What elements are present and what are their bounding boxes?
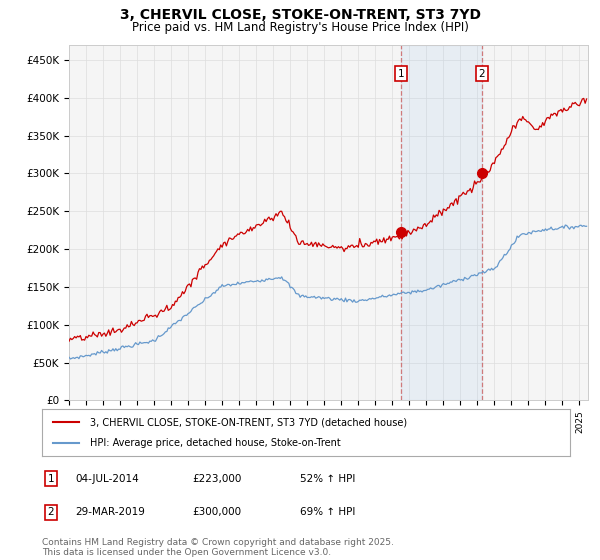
Text: 2: 2 (478, 68, 485, 78)
Text: 3, CHERVIL CLOSE, STOKE-ON-TRENT, ST3 7YD: 3, CHERVIL CLOSE, STOKE-ON-TRENT, ST3 7Y… (119, 8, 481, 22)
Bar (401, 45, 482, 400)
Text: 3, CHERVIL CLOSE, STOKE-ON-TRENT, ST3 7YD (detached house): 3, CHERVIL CLOSE, STOKE-ON-TRENT, ST3 7Y… (89, 417, 407, 427)
Text: 04-JUL-2014: 04-JUL-2014 (75, 474, 139, 484)
Text: Contains HM Land Registry data © Crown copyright and database right 2025.
This d: Contains HM Land Registry data © Crown c… (42, 538, 394, 557)
Text: 1: 1 (398, 68, 404, 78)
Text: £300,000: £300,000 (192, 507, 241, 517)
Text: 1: 1 (47, 474, 55, 484)
Text: 29-MAR-2019: 29-MAR-2019 (75, 507, 145, 517)
Text: 52% ↑ HPI: 52% ↑ HPI (300, 474, 355, 484)
Text: HPI: Average price, detached house, Stoke-on-Trent: HPI: Average price, detached house, Stok… (89, 438, 340, 448)
Text: 2: 2 (47, 507, 55, 517)
Text: 69% ↑ HPI: 69% ↑ HPI (300, 507, 355, 517)
Text: Price paid vs. HM Land Registry's House Price Index (HPI): Price paid vs. HM Land Registry's House … (131, 21, 469, 34)
Text: £223,000: £223,000 (192, 474, 241, 484)
